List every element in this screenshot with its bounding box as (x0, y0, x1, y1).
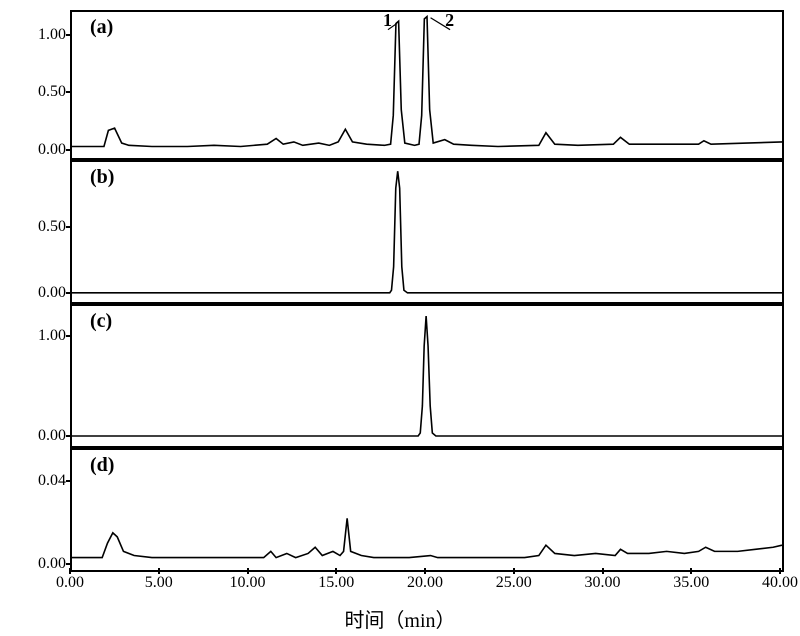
panel-c: 0.001.00(c) (70, 304, 784, 448)
x-tick-label: 25.00 (496, 574, 532, 592)
x-tick-label: 35.00 (673, 574, 709, 592)
y-tick-label: 0.00 (38, 555, 72, 573)
chromatogram-trace-b (72, 162, 782, 302)
y-tick-label: 0.04 (38, 472, 72, 490)
chromatogram-figure: 时间（min） 0.000.501.00(a)120.000.50(b)0.00… (0, 0, 800, 636)
chromatogram-trace-a (72, 12, 782, 158)
x-tick-label: 5.00 (145, 574, 173, 592)
x-tick-label: 0.00 (56, 574, 84, 592)
y-tick-label: 1.00 (38, 327, 72, 345)
x-tick-label: 20.00 (407, 574, 443, 592)
y-tick-label: 1.00 (38, 26, 72, 44)
panel-d: 0.000.04(d) (70, 448, 784, 572)
chromatogram-trace-d (72, 450, 782, 570)
x-tick-label: 30.00 (585, 574, 621, 592)
x-tick-label: 10.00 (230, 574, 266, 592)
y-tick-label: 0.50 (38, 83, 72, 101)
panel-a: 0.000.501.00(a)12 (70, 10, 784, 160)
x-axis-title: 时间（min） (344, 604, 455, 633)
y-tick-label: 0.00 (38, 427, 72, 445)
x-tick-label: 40.00 (762, 574, 798, 592)
chromatogram-trace-c (72, 306, 782, 446)
y-tick-label: 0.00 (38, 141, 72, 159)
y-tick-label: 0.50 (38, 218, 72, 236)
panel-b: 0.000.50(b) (70, 160, 784, 304)
x-tick-label: 15.00 (318, 574, 354, 592)
y-tick-label: 0.00 (38, 284, 72, 302)
